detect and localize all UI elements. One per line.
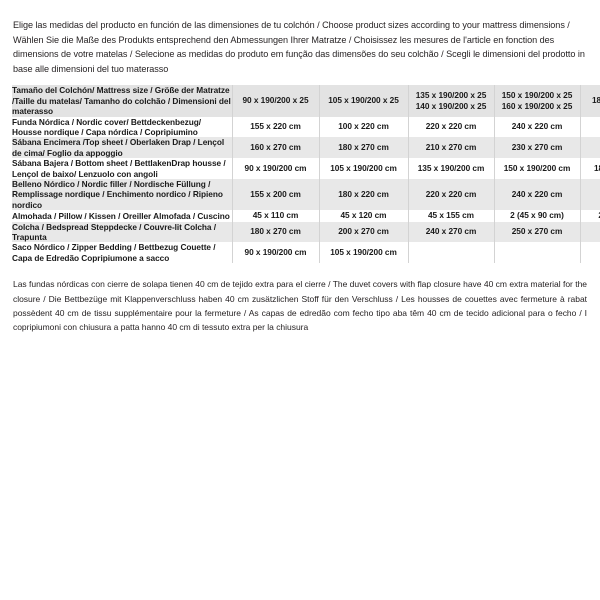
row-value: 200 x 270 cm [318,221,408,243]
row-label: Colcha / Bedspread Steppdecke / Couvre-l… [12,221,232,243]
table-row: Saco Nórdico / Zipper Bedding / Bettbezu… [12,242,600,264]
footnote-text: Las fundas nórdicas con cierre de solapa… [13,279,587,333]
table-row: Almohada / Pillow / Kissen / Oreiller Al… [12,210,600,222]
row-value: 220 x 220 cm [407,116,494,138]
row-value: 2 (45 x 110 cm) [579,210,600,222]
row-value: 230 x 270 cm [493,137,580,159]
header-col-3-line2: 140 x 190/200 x 25 [415,100,487,111]
row-value: 100 x 220 cm [318,116,408,138]
row-label: Belleno Nórdico / Nordic filler / Nordis… [12,179,232,211]
row-value: 155 x 200 cm [231,179,319,211]
row-value: 270 x 270 cm [579,221,600,243]
row-label: Funda Nórdica / Nordic cover/ Bettdecken… [12,116,232,138]
row-label: Saco Nórdico / Zipper Bedding / Bettbezu… [12,242,232,264]
row-label: Almohada / Pillow / Kissen / Oreiller Al… [12,210,232,222]
header-col-5-line1: 180 x 190/200 x 25 [591,95,600,106]
row-value: 45 x 155 cm [407,210,494,222]
row-value: 105 x 190/200 cm [318,158,408,180]
row-value: 240 x 270 cm [407,221,494,243]
row-value: 210 x 270 cm [407,137,494,159]
header-label-cell: Tamaño del Colchón/ Mattress size / Größ… [12,85,232,117]
header-col-5: 180 x 190/200 x 25 [579,85,600,117]
row-value [579,242,600,264]
row-value: 260 x 220 cm [579,116,600,138]
row-value: 180 x 220 cm [318,179,408,211]
row-value: 260 x 220 cm [579,179,600,211]
row-value: 240 x 220 cm [493,116,580,138]
table-row: Funda Nórdica / Nordic cover/ Bettdecken… [12,116,600,138]
row-value: 45 x 120 cm [318,210,408,222]
row-value: 105 x 190/200 cm [318,242,408,264]
row-value: 250 x 270 cm [493,221,580,243]
table-row: Colcha / Bedspread Steppdecke / Couvre-l… [12,221,600,243]
row-value: 160 x 270 cm [231,137,319,159]
row-value: 240 x 220 cm [493,179,580,211]
row-value: 220 x 220 cm [407,179,494,211]
header-col-4-line2: 160 x 190/200 x 25 [501,100,573,111]
row-value: 135 x 190/200 cm [407,158,494,180]
row-value: 180 x 270 cm [318,137,408,159]
mattress-size-table: Tamaño del Colchón/ Mattress size / Größ… [12,85,600,264]
header-col-2: 105 x 190/200 x 25 [318,85,408,117]
header-col-1: 90 x 190/200 x 25 [231,85,319,117]
table-row: Sábana Encimera /Top sheet / Oberlaken D… [12,137,600,159]
intro-paragraph: Elige las medidas del producto en funció… [13,20,585,74]
row-value: 155 x 220 cm [231,116,319,138]
header-col-2-line1: 105 x 190/200 x 25 [328,95,399,106]
row-label: Sábana Bajera / Bottom sheet / Bettlaken… [12,158,232,180]
row-value: 260 x 270 cm [579,137,600,159]
row-value: 2 (45 x 90 cm) [493,210,580,222]
row-value: 90 x 190/200 cm [231,242,319,264]
header-col-1-line1: 90 x 190/200 x 25 [242,95,309,106]
table-header-row: Tamaño del Colchón/ Mattress size / Größ… [12,85,600,117]
row-value: 150 x 190/200 cm [493,158,580,180]
header-col-4: 150 x 190/200 x 25 160 x 190/200 x 25 [493,85,580,117]
table-row: Belleno Nórdico / Nordic filler / Nordis… [12,179,600,211]
row-label: Sábana Encimera /Top sheet / Oberlaken D… [12,137,232,159]
row-value: 45 x 110 cm [231,210,319,222]
row-value [407,242,494,264]
table-row: Sábana Bajera / Bottom sheet / Bettlaken… [12,158,600,180]
header-col-3: 135 x 190/200 x 25 140 x 190/200 x 25 [407,85,494,117]
row-value: 180 x 270 cm [231,221,319,243]
header-col-3-line1: 135 x 190/200 x 25 [415,89,487,100]
row-value [493,242,580,264]
row-value: 90 x 190/200 cm [231,158,319,180]
header-col-4-line1: 150 x 190/200 x 25 [501,89,573,100]
row-value: 180 x 190/200 cm [579,158,600,180]
